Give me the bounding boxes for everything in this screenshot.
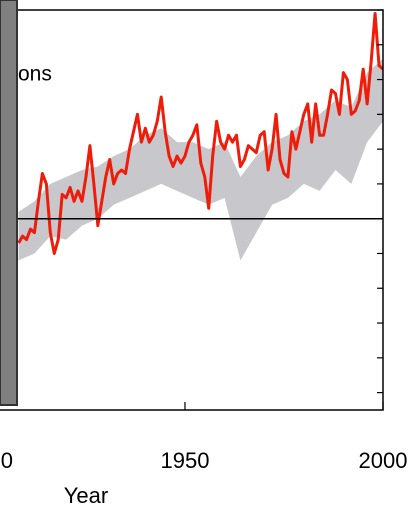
x-axis-label: Year [64,483,108,508]
observed-line [17,11,383,255]
x-tick-label: 1950 [160,448,209,473]
annotation: ons [18,63,52,86]
legend-panel [0,0,18,406]
plot-frame [0,9,384,411]
x-tick-label: 2000 [359,448,408,473]
x-tick-label: 0 [1,448,13,473]
